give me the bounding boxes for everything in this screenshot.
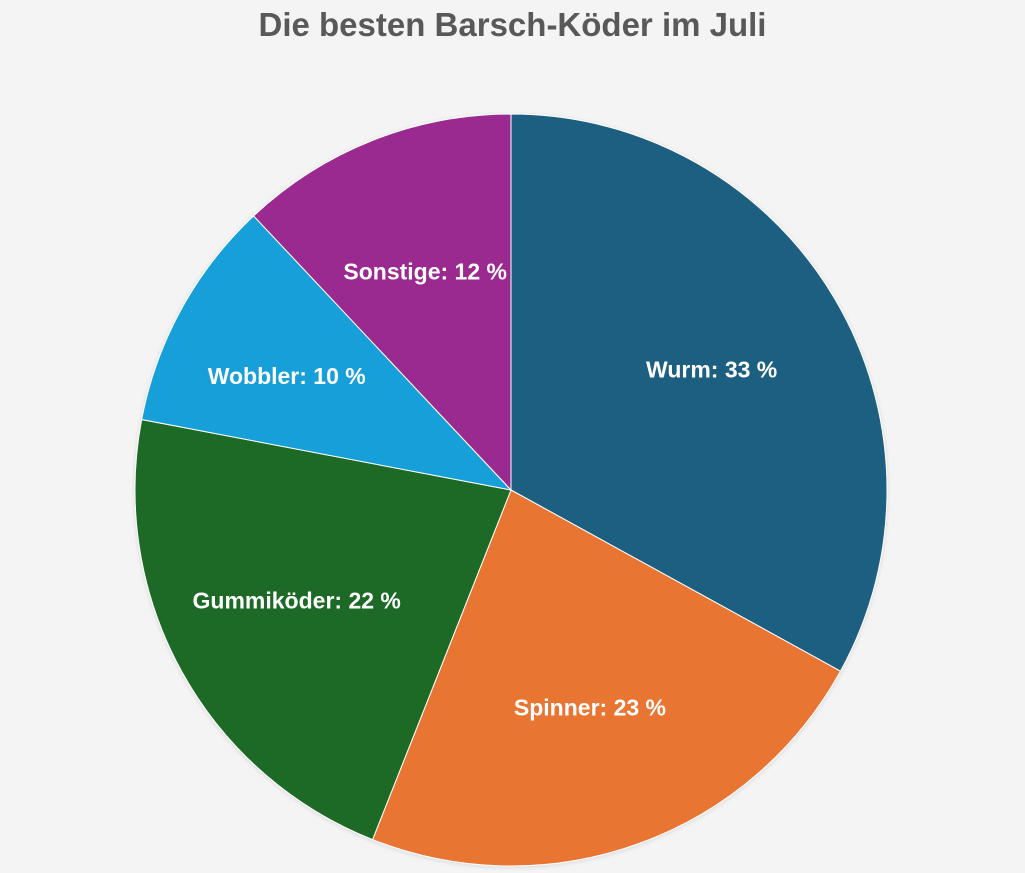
pie-data-labels: Wurm: 33 % Spinner: 23 % Gummiköder: 22 % W…	[193, 258, 778, 720]
pie-slice-gummiköder	[134, 418, 512, 841]
pie-slice-sonstige	[252, 113, 512, 492]
pie-slices	[134, 113, 888, 867]
chart-title: Die besten Barsch-Köder im Juli	[258, 6, 767, 43]
pie-slice-wobbler	[141, 215, 513, 491]
data-label-wobbler: Wobbler: 10 %	[208, 363, 366, 389]
data-label-gummiköder: Gummiköder: 22 %	[193, 587, 401, 613]
data-label-spinner: Spinner: 23 %	[514, 694, 666, 720]
data-label-wurm: Wurm: 33 %	[646, 356, 777, 382]
data-label-sonstige: Sonstige: 12 %	[343, 258, 507, 284]
pie-slice-wurm	[510, 113, 888, 672]
pie-slice-spinner	[371, 489, 842, 867]
